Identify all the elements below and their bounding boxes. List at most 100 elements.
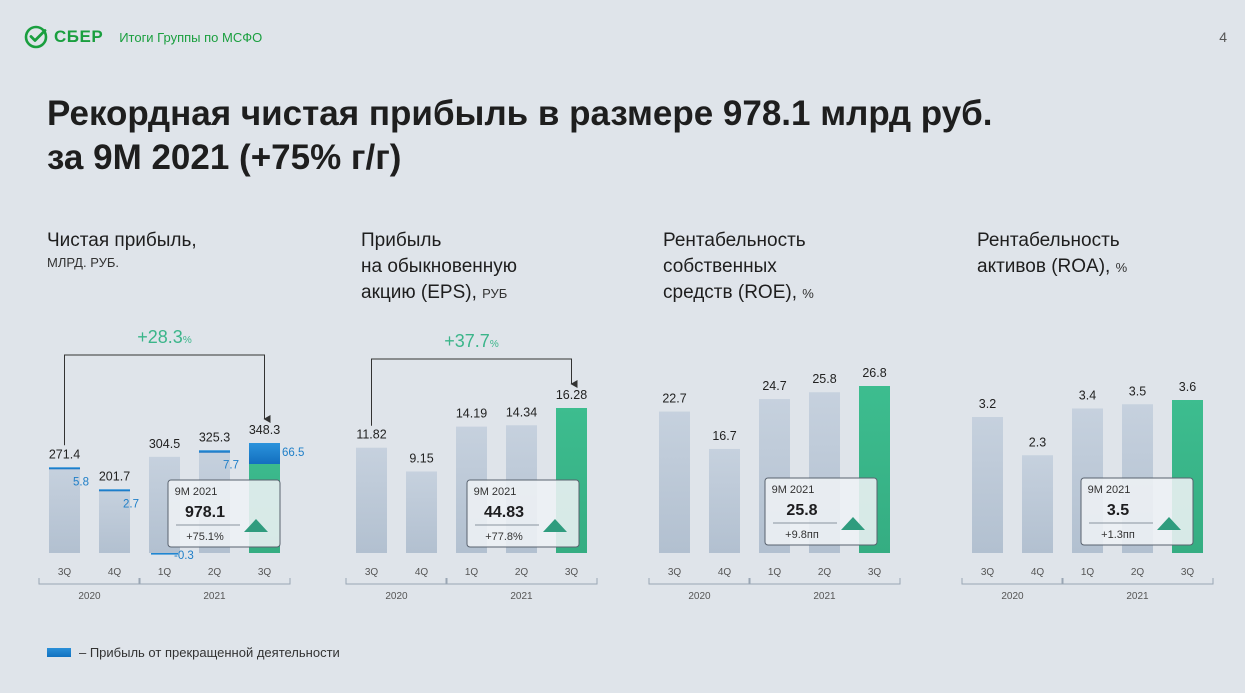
roe-title-line-2: собственных (663, 256, 777, 277)
roa-group-axis (1061, 578, 1214, 585)
eps-title-line-3: акцию (EPS), (361, 282, 483, 303)
net-profit-category-label: 3Q (58, 567, 72, 578)
roe-summary-period: 9M 2021 (772, 484, 815, 496)
roe-value-label: 16.7 (712, 429, 736, 443)
page-title: Рекордная чистая прибыль в размере 978.1… (47, 92, 1147, 180)
roe-summary-change: +9.8пп (785, 529, 819, 541)
net-profit-bar (49, 467, 80, 553)
roe-value-label: 25.8 (812, 372, 836, 386)
roe-category-label: 1Q (768, 567, 782, 578)
net-profit-discontinued-label: -0.3 (174, 550, 194, 562)
net-profit-summary-period: 9M 2021 (175, 486, 218, 498)
sber-logo-icon (24, 25, 48, 49)
eps-category-label: 3Q (565, 567, 579, 578)
roa-summary-change: +1.3пп (1101, 529, 1135, 541)
roe-category-label: 3Q (868, 567, 882, 578)
eps-summary-period: 9M 2021 (474, 486, 517, 498)
net-profit-group-axis (138, 578, 291, 585)
roa-summary-period: 9M 2021 (1088, 484, 1131, 496)
net-profit-discontinued-bar (99, 489, 130, 492)
page-title-line-2: за 9M 2021 (+75% г/г) (47, 138, 402, 177)
roa-title: Рентабельность активов (ROA), % (977, 228, 1127, 281)
eps-category-label: 2Q (515, 567, 529, 578)
net-profit-unit: МЛРД. РУБ. (47, 255, 119, 270)
roa-value-label: 3.5 (1129, 384, 1146, 398)
brand-name: СБЕР (54, 27, 104, 46)
roa-category-label: 3Q (1181, 567, 1195, 578)
eps-group-axis (445, 578, 598, 585)
roa-title-line-1: Рентабельность (977, 230, 1120, 251)
roa-bar (972, 417, 1003, 553)
page-number: 4 (1219, 29, 1227, 45)
net-profit-summary-value: 978.1 (185, 504, 225, 521)
roe-value-label: 22.7 (662, 392, 686, 406)
roa-category-label: 2Q (1131, 567, 1145, 578)
eps-title: Прибыль на обыкновенную акцию (EPS), РУБ (361, 228, 517, 307)
net-profit-title-text: Чистая прибыль, (47, 230, 197, 251)
roa-unit: % (1115, 260, 1128, 275)
roa-title-line-2: активов (ROA), (977, 256, 1116, 277)
roe-category-label: 2Q (818, 567, 832, 578)
roe-group-label: 2020 (688, 591, 711, 602)
net-profit-value-label: 201.7 (99, 469, 130, 483)
roa-value-label: 3.6 (1179, 380, 1196, 394)
roe-category-label: 4Q (718, 567, 732, 578)
roa-summary-value: 3.5 (1107, 502, 1129, 519)
legend-label: – Прибыль от прекращенной деятельности (79, 645, 340, 660)
eps-category-label: 1Q (465, 567, 479, 578)
roa-category-label: 4Q (1031, 567, 1045, 578)
eps-unit: РУБ (482, 286, 508, 301)
net-profit-discontinued-bar (199, 450, 230, 453)
roe-title-line-1: Рентабельность (663, 230, 806, 251)
roa-category-label: 3Q (981, 567, 995, 578)
net-profit-category-label: 1Q (158, 567, 172, 578)
roa-value-label: 3.2 (979, 397, 996, 411)
net-profit-discontinued-label: 5.8 (73, 476, 89, 488)
page-title-line-1: Рекордная чистая прибыль в размере 978.1… (47, 94, 993, 133)
net-profit-bar (99, 489, 130, 553)
eps-summary-value: 44.83 (484, 504, 524, 521)
eps-title-line-1: Прибыль (361, 230, 442, 251)
net-profit-value-label: 325.3 (199, 430, 230, 444)
net-profit-category-label: 3Q (258, 567, 272, 578)
net-profit-discontinued-label: 7.7 (223, 459, 239, 471)
eps-group-axis (345, 578, 448, 585)
net-profit-discontinued-bar (249, 443, 280, 465)
header-subtitle: Итоги Группы по МСФО (119, 29, 263, 45)
eps-bar (406, 471, 437, 553)
eps-growth-label: +37.7% (444, 331, 499, 351)
net-profit-up-triangle-icon (244, 519, 268, 532)
eps-value-label: 14.34 (506, 405, 537, 419)
legend: – Прибыль от прекращенной деятельности (47, 645, 340, 660)
header: СБЕР Итоги Группы по МСФО (24, 24, 262, 50)
eps-title-line-2: на обыкновенную (361, 256, 517, 277)
eps-group-label: 2021 (510, 591, 533, 602)
net-profit-discontinued-label: 2.7 (123, 498, 139, 510)
roa-value-label: 3.4 (1079, 389, 1096, 403)
net-profit-group-label: 2020 (78, 591, 101, 602)
eps-value-label: 16.28 (556, 388, 587, 402)
net-profit-growth-connector (64, 354, 271, 446)
eps-value-label: 9.15 (409, 452, 433, 466)
eps-value-label: 14.19 (456, 407, 487, 421)
roa-bar (1022, 455, 1053, 553)
roe-group-axis (648, 578, 751, 585)
net-profit-value-label: 271.4 (49, 447, 80, 461)
eps-growth-connector (371, 358, 578, 426)
roa-group-axis (961, 578, 1064, 585)
net-profit-category-label: 4Q (108, 567, 122, 578)
net-profit-growth-label: +28.3% (137, 327, 192, 347)
net-profit-group-label: 2021 (203, 591, 226, 602)
eps-bar (356, 447, 387, 553)
net-profit-group-axis (38, 578, 141, 585)
net-profit-value-label: 348.3 (249, 423, 280, 437)
roa-up-triangle-icon (1157, 517, 1181, 530)
roa-group-label: 2020 (1001, 591, 1024, 602)
roe-category-label: 3Q (668, 567, 682, 578)
roa-value-label: 2.3 (1029, 435, 1046, 449)
roe-value-label: 26.8 (862, 366, 886, 380)
roe-group-label: 2021 (813, 591, 836, 602)
eps-group-label: 2020 (385, 591, 408, 602)
net-profit-discontinued-bar (151, 553, 178, 555)
